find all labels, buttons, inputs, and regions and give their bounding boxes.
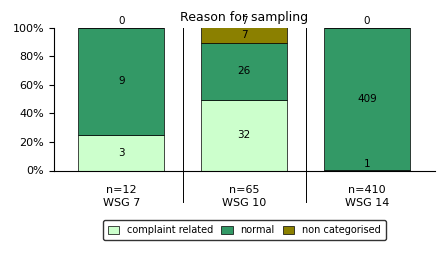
Bar	[78, 135, 164, 170]
Text: 7: 7	[241, 30, 247, 40]
Text: 0: 0	[364, 16, 370, 26]
Text: n=12: n=12	[106, 185, 137, 195]
Bar	[201, 28, 287, 43]
Text: 1: 1	[364, 159, 370, 169]
Text: 409: 409	[357, 94, 377, 104]
Text: 7: 7	[241, 16, 247, 26]
Text: 0: 0	[118, 16, 125, 26]
Legend: complaint related, normal, non categorised: complaint related, normal, non categoris…	[103, 220, 386, 240]
Title: Reason for sampling: Reason for sampling	[180, 10, 308, 24]
Text: WSG 10: WSG 10	[222, 198, 266, 208]
Text: WSG 7: WSG 7	[103, 198, 140, 208]
Text: n=410: n=410	[348, 185, 386, 195]
Text: 26: 26	[237, 67, 251, 76]
Text: 3: 3	[118, 148, 125, 158]
Text: n=65: n=65	[229, 185, 259, 195]
Text: WSG 14: WSG 14	[345, 198, 389, 208]
Bar	[324, 28, 410, 170]
Bar	[201, 100, 287, 170]
Bar	[78, 28, 164, 135]
Text: 32: 32	[237, 130, 251, 140]
Text: 9: 9	[118, 76, 125, 86]
Bar	[201, 43, 287, 100]
